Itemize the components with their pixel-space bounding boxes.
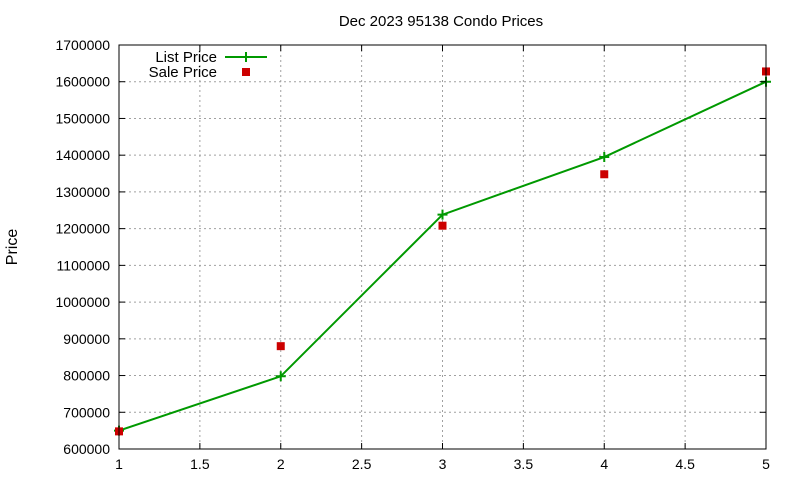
x-tick-label: 1.5 [190, 456, 210, 472]
legend-marker [241, 52, 251, 62]
data-point [275, 371, 286, 382]
x-tick-label: 3.5 [514, 456, 534, 472]
y-tick-label: 1300000 [55, 184, 110, 200]
grid [119, 45, 766, 449]
axes: 1 1.5 2 2.5 3 3.5 4 4.5 5 600000 700000 800000 90000… [55, 37, 770, 472]
data-point [276, 342, 285, 351]
y-tick-label: 1000000 [55, 294, 110, 310]
legend-label: Sale Price [149, 64, 217, 81]
data-point [600, 170, 609, 179]
x-tick-label: 2.5 [352, 456, 372, 472]
x-tick-label: 4 [600, 456, 608, 472]
x-tick-label: 2 [277, 456, 285, 472]
y-tick-label: 1700000 [55, 37, 110, 53]
data-point [438, 221, 447, 230]
y-tick-label: 900000 [63, 331, 110, 347]
plot-border [118, 44, 767, 450]
y-tick-label: 1400000 [55, 147, 110, 163]
y-tick-label: 1100000 [57, 257, 111, 273]
y-tick-label: 1500000 [55, 110, 110, 126]
x-tick-label: 5 [762, 456, 770, 472]
x-tick-label: 1 [115, 456, 123, 472]
y-tick-label: 1600000 [55, 74, 110, 90]
legend-marker [242, 68, 250, 76]
data-point [599, 152, 610, 163]
data-point [437, 209, 448, 220]
y-tick-label: 800000 [63, 368, 110, 384]
y-tick-label: 1200000 [55, 221, 110, 237]
y-tick-label: 700000 [63, 404, 110, 420]
y-axis-label: Price [4, 229, 21, 266]
legend-label: List Price [155, 49, 217, 66]
y-tick-label: 600000 [63, 441, 110, 457]
x-tick-label: 3 [439, 456, 447, 472]
chart-title: Dec 2023 95138 Condo Prices [339, 13, 543, 30]
x-tick-label: 4.5 [675, 456, 695, 472]
